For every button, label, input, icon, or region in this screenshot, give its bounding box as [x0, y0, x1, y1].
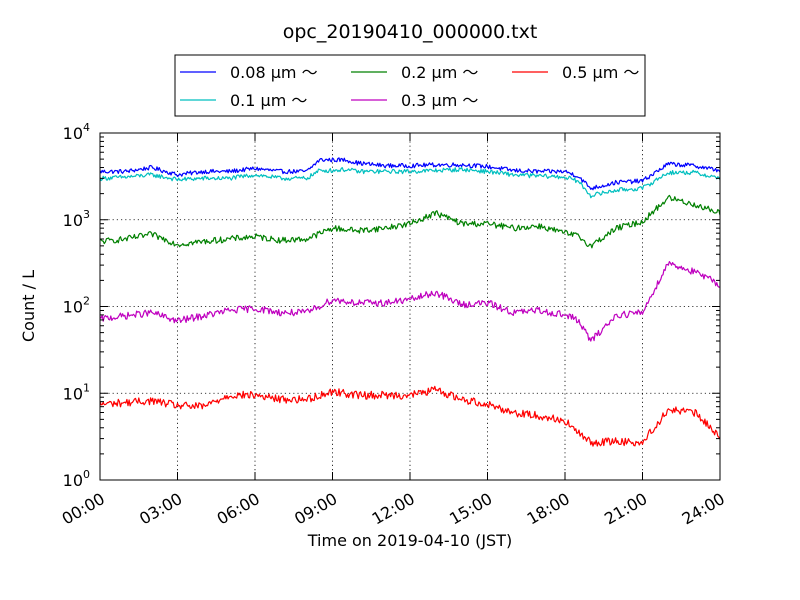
y-tick-label: 101	[63, 381, 90, 403]
y-tick-label: 102	[63, 295, 90, 317]
y-tick-labels: 100 101 102 103 104	[63, 121, 90, 490]
y-tick-label: 100	[63, 468, 90, 490]
legend-frame	[174, 54, 646, 117]
series-line-4	[99, 385, 721, 447]
series-line-0	[99, 157, 721, 191]
x-axis-label: Time on 2019-04-10 (JST)	[307, 531, 512, 550]
series-line-1	[99, 167, 721, 199]
grid	[100, 133, 720, 480]
ticks	[99, 132, 721, 481]
legend-label-3: 0.3 μm ～	[401, 91, 478, 110]
legend-label-4: 0.5 μm ～	[562, 63, 639, 82]
y-tick-label: 103	[63, 208, 90, 230]
plot-lines	[99, 157, 721, 447]
series-line-3	[99, 261, 721, 342]
legend: 0.08 μm ～ 0.2 μm ～ 0.5 μm ～ 0.1 μm ～ 0.3 μm …	[174, 54, 646, 117]
legend-label-1: 0.1 μm ～	[230, 91, 307, 110]
y-axis-label: Count / L	[19, 270, 38, 342]
y-tick-label: 104	[63, 121, 90, 143]
legend-label-0: 0.08 μm ～	[230, 63, 318, 82]
series-line-2	[99, 194, 721, 249]
legend-label-2: 0.2 μm ～	[401, 63, 478, 82]
chart-title: opc_20190410_000000.txt	[283, 21, 538, 43]
